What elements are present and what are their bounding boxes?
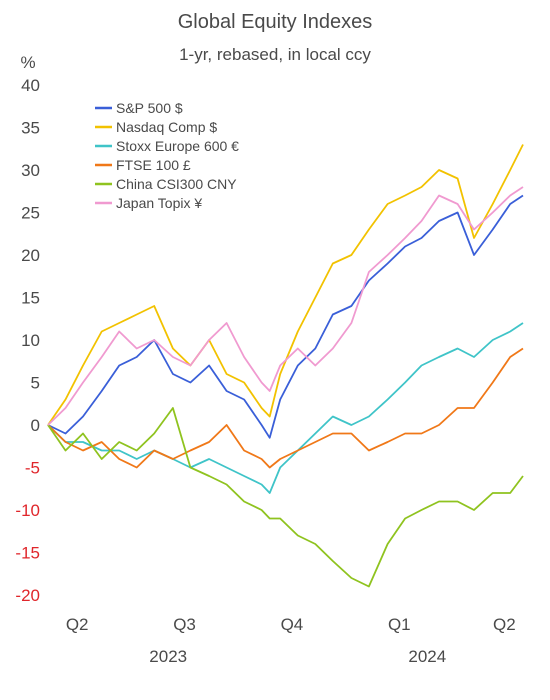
legend-entry: FTSE 100 £	[116, 157, 191, 173]
x-tick-label: Q4	[281, 615, 304, 634]
series-line-2	[47, 322, 524, 494]
y-tick-label: -15	[15, 544, 40, 563]
y-axis-unit-label: %	[20, 53, 35, 72]
series-line-4	[47, 407, 524, 588]
y-tick-label: 20	[21, 246, 40, 265]
series-line-1	[47, 144, 524, 426]
legend-entry: China CSI300 CNY	[116, 176, 237, 192]
y-tick-label: 25	[21, 204, 40, 223]
y-tick-label: 15	[21, 289, 40, 308]
y-tick-label: 0	[31, 416, 40, 435]
y-tick-label: 30	[21, 161, 40, 180]
legend: S&P 500 $ Nasdaq Comp $ Stoxx Europe 600 €…	[95, 100, 239, 211]
x-tick-label: Q2	[66, 615, 89, 634]
y-tick-label: 5	[31, 374, 40, 393]
y-tick-label: 10	[21, 331, 40, 350]
x-year-label: 2024	[408, 647, 446, 666]
x-year-label: 2023	[149, 647, 187, 666]
legend-entry: S&P 500 $	[116, 100, 183, 116]
x-tick-label: Q2	[493, 615, 516, 634]
legend-entry: Stoxx Europe 600 €	[116, 138, 239, 154]
y-tick-label: 40	[21, 76, 40, 95]
y-tick-label: -5	[25, 459, 40, 478]
series-line-5	[47, 186, 524, 426]
chart-title: Global Equity Indexes	[178, 11, 373, 33]
x-tick-label: Q3	[173, 615, 196, 634]
legend-entry: Japan Topix ¥	[116, 195, 202, 211]
series-line-3	[47, 347, 524, 469]
y-tick-label: 35	[21, 119, 40, 138]
y-tick-label: -20	[15, 586, 40, 605]
y-axis-ticks: 40 35 30 25 20 15 10 5 0 -5 -10 -15 -20	[15, 76, 40, 605]
legend-entry: Nasdaq Comp $	[116, 119, 217, 135]
y-tick-label: -10	[15, 501, 40, 520]
x-axis-ticks: Q2 Q3 Q4 Q1 Q2 2023 2024	[66, 615, 516, 666]
series-lines	[47, 144, 524, 588]
chart-subtitle: 1-yr, rebased, in local ccy	[179, 45, 371, 64]
series-line-0	[47, 194, 524, 439]
x-tick-label: Q1	[388, 615, 411, 634]
